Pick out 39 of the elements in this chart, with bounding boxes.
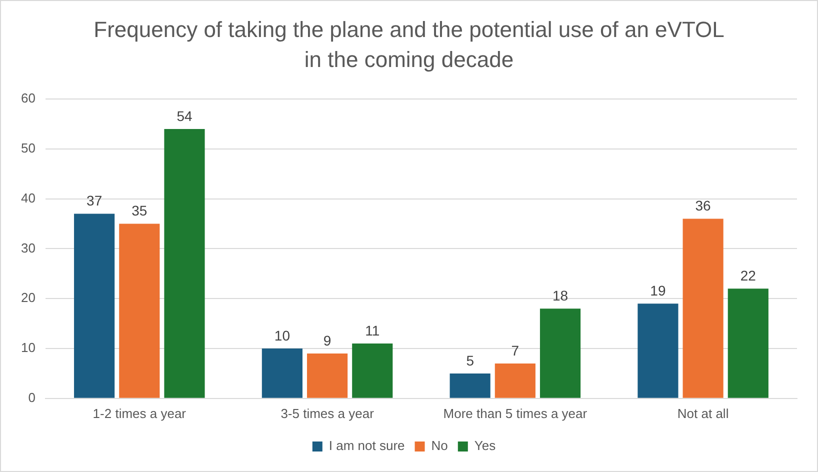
bar [682, 218, 724, 398]
bar [352, 344, 393, 398]
y-tick-label: 0 [28, 390, 36, 405]
x-tick-label: More than 5 times a year [443, 406, 588, 421]
data-label: 7 [511, 342, 520, 358]
data-label: 37 [86, 192, 102, 209]
y-tick-label: 50 [20, 140, 36, 156]
y-tick-label: 10 [20, 340, 36, 356]
bar [450, 373, 490, 398]
x-tick-label: Not at all [677, 406, 729, 421]
bar [119, 224, 160, 398]
legend-label: I am not sure [328, 438, 405, 454]
bar [494, 363, 536, 398]
data-label: 36 [695, 198, 712, 214]
data-label: 11 [365, 322, 380, 338]
data-label: 9 [323, 332, 332, 348]
y-tick-label: 20 [20, 290, 36, 306]
data-label: 22 [740, 267, 756, 284]
data-label: 18 [552, 287, 568, 304]
bar [306, 353, 348, 398]
legend-label: No [431, 438, 448, 454]
data-label: 54 [176, 108, 192, 124]
bar [164, 128, 205, 398]
x-tick-label: 1-2 times a year [92, 406, 187, 421]
data-label: 10 [274, 327, 290, 344]
bar [540, 308, 581, 398]
y-tick-label: 40 [20, 190, 36, 206]
y-tick-label: 30 [20, 240, 36, 256]
data-label: 5 [466, 352, 474, 368]
data-label: 35 [132, 202, 148, 219]
bar [638, 304, 678, 398]
data-label: 19 [650, 282, 666, 298]
bar [728, 288, 768, 398]
legend-label: Yes [474, 438, 496, 454]
chart-title: Frequency of taking the plane and the potential use of an eVTOL in the coming decade [92, 16, 726, 74]
y-tick-label: 60 [20, 90, 36, 106]
bar [74, 214, 115, 398]
x-tick-label: 3-5 times a year [280, 406, 375, 421]
bar [262, 348, 302, 398]
